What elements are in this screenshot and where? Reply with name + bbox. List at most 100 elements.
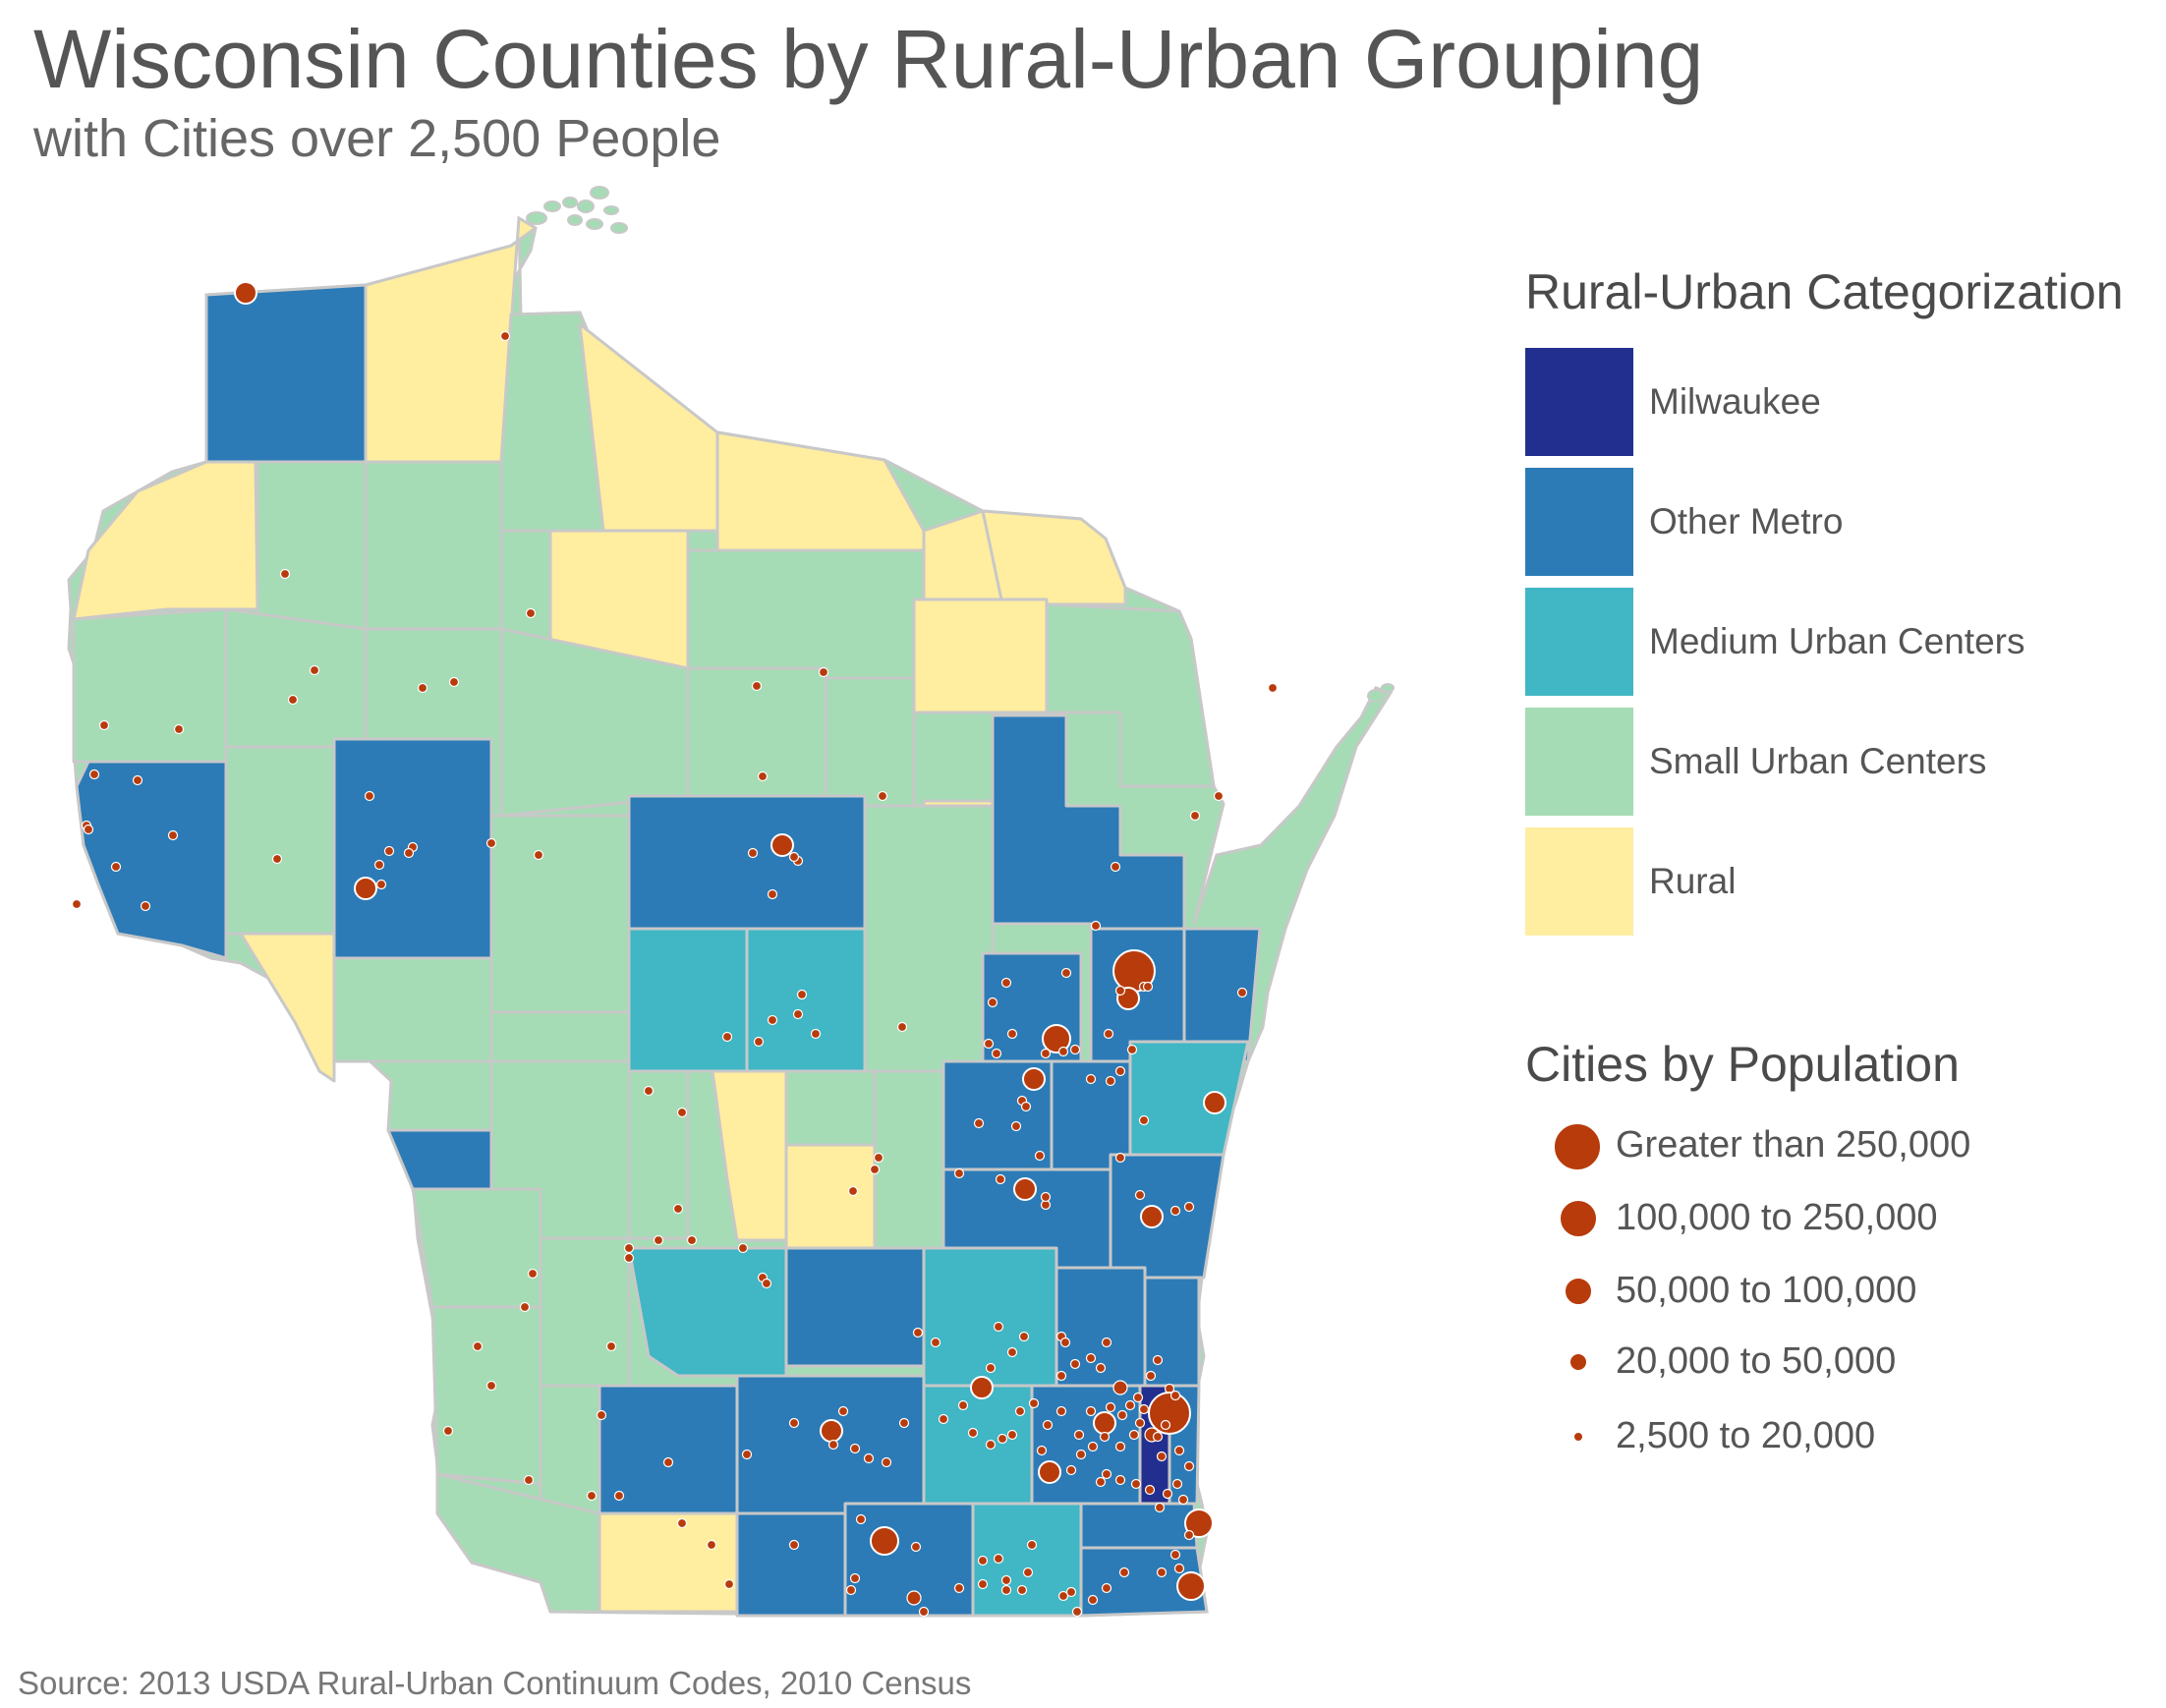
city-dot — [1138, 1114, 1150, 1126]
county — [239, 932, 336, 1083]
island — [610, 222, 628, 234]
county — [539, 1236, 631, 1388]
city-dot — [1022, 1067, 1046, 1091]
city-dot — [977, 1578, 989, 1590]
city-dot — [1065, 1586, 1077, 1598]
island — [590, 186, 609, 199]
city-dot — [1114, 1152, 1126, 1164]
city-dot — [912, 1327, 924, 1338]
city-dot — [403, 847, 415, 859]
county — [1079, 1546, 1209, 1618]
county — [912, 598, 1049, 714]
county — [1128, 1040, 1250, 1157]
city-dot — [1040, 1048, 1052, 1059]
city-dot — [869, 1164, 881, 1175]
city-dot — [993, 1553, 1004, 1565]
city-dot — [1110, 861, 1121, 873]
city-dot — [818, 666, 829, 678]
county — [411, 1187, 542, 1309]
city-dot — [810, 1028, 822, 1040]
legend-label-medium-urban: Medium Urban Centers — [1649, 621, 2025, 661]
county — [1143, 1276, 1201, 1388]
city-dot — [910, 1541, 922, 1553]
city-dot — [1124, 1399, 1136, 1411]
city-dot — [1156, 1451, 1168, 1462]
city-dot — [287, 694, 299, 706]
city-dot — [1016, 1584, 1028, 1596]
city-dot — [1160, 1419, 1171, 1431]
city-dot — [1014, 1405, 1026, 1417]
city-dot — [1148, 1392, 1191, 1435]
city-dot — [83, 824, 94, 835]
city-dot — [993, 1321, 1004, 1333]
city-dot — [1060, 967, 1072, 979]
city-dot — [1065, 1464, 1077, 1476]
city-dot — [847, 1185, 859, 1197]
city-dot — [417, 682, 428, 694]
county — [224, 607, 368, 749]
city-dot — [140, 900, 151, 912]
city-dot — [788, 1417, 800, 1429]
city-dot — [1101, 1582, 1112, 1594]
city-dot — [234, 281, 257, 305]
city-dot — [881, 1456, 892, 1468]
city-dot — [1132, 1392, 1144, 1403]
city-dot — [1236, 987, 1248, 998]
city-dot — [1105, 1075, 1116, 1087]
city-dot — [1169, 1205, 1181, 1217]
county — [863, 804, 995, 1073]
city-dot — [906, 1590, 922, 1606]
county — [686, 548, 926, 680]
city-dot — [1176, 1571, 1206, 1601]
city-dot — [110, 861, 122, 873]
county — [784, 1143, 877, 1250]
city-dot — [721, 1031, 733, 1043]
size-dot-s — [1568, 1352, 1588, 1372]
city-dot — [1006, 1028, 1018, 1040]
county — [711, 1069, 788, 1242]
city-dot — [1028, 1397, 1040, 1409]
city-dot — [1085, 1405, 1097, 1417]
county — [75, 760, 228, 960]
city-dot — [973, 1117, 985, 1129]
county — [991, 713, 1186, 931]
city-dot — [1055, 1370, 1067, 1382]
city-dot — [767, 888, 778, 900]
city-dot — [1213, 790, 1225, 802]
city-dot — [1042, 1024, 1071, 1053]
city-dot — [792, 1008, 804, 1020]
island — [1381, 683, 1395, 693]
legend-population-title: Cities by Population — [1525, 1037, 1960, 1092]
city-dot — [896, 1021, 908, 1033]
city-dot — [1059, 1337, 1071, 1348]
city-dot — [1105, 1401, 1116, 1413]
city-dot — [1018, 1331, 1030, 1342]
city-dot — [485, 1380, 497, 1392]
city-dot — [676, 1517, 688, 1529]
city-dot — [1114, 1474, 1126, 1486]
city-dot — [1114, 1065, 1126, 1077]
island — [586, 218, 603, 230]
city-dot — [1006, 1346, 1018, 1358]
city-dot — [753, 1036, 765, 1048]
city-dot — [1152, 1431, 1164, 1443]
city-dot — [820, 1419, 843, 1443]
city-dot — [623, 1252, 635, 1264]
island — [543, 200, 561, 212]
city-dot — [1145, 1370, 1157, 1382]
city-dot — [1013, 1177, 1037, 1201]
city-dot — [527, 1268, 539, 1280]
city-dot — [898, 1417, 910, 1429]
city-dot — [613, 1490, 625, 1502]
county — [627, 794, 867, 931]
city-dot — [1112, 1380, 1128, 1395]
city-dot — [1087, 1441, 1099, 1452]
county — [981, 509, 1127, 606]
city-dot — [1000, 1584, 1012, 1596]
city-dot — [643, 1085, 655, 1097]
city-dot — [1101, 1337, 1112, 1348]
city-dot — [849, 1443, 861, 1454]
city-dot — [967, 1427, 979, 1439]
source-note: Source: 2013 USDA Rural-Urban Continuum … — [18, 1665, 972, 1701]
